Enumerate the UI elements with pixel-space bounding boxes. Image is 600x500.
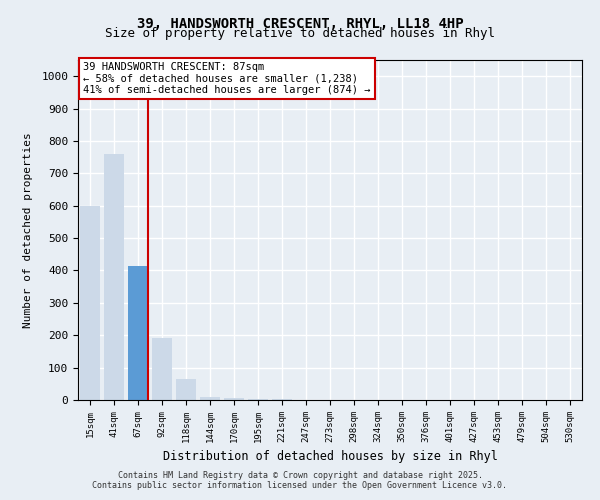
Bar [128,266,148,400]
Bar [104,154,124,400]
Text: Contains HM Land Registry data © Crown copyright and database right 2025.
Contai: Contains HM Land Registry data © Crown c… [92,470,508,490]
Text: 39, HANDSWORTH CRESCENT, RHYL, LL18 4HP: 39, HANDSWORTH CRESCENT, RHYL, LL18 4HP [137,18,463,32]
Bar [248,399,268,400]
Bar [80,206,100,400]
Text: Size of property relative to detached houses in Rhyl: Size of property relative to detached ho… [105,28,495,40]
X-axis label: Distribution of detached houses by size in Rhyl: Distribution of detached houses by size … [163,450,497,464]
Bar [200,397,220,400]
Y-axis label: Number of detached properties: Number of detached properties [23,132,33,328]
Bar [152,338,172,400]
Bar [176,379,196,400]
Bar [224,398,244,400]
Text: 39 HANDSWORTH CRESCENT: 87sqm
← 58% of detached houses are smaller (1,238)
41% o: 39 HANDSWORTH CRESCENT: 87sqm ← 58% of d… [83,62,371,95]
